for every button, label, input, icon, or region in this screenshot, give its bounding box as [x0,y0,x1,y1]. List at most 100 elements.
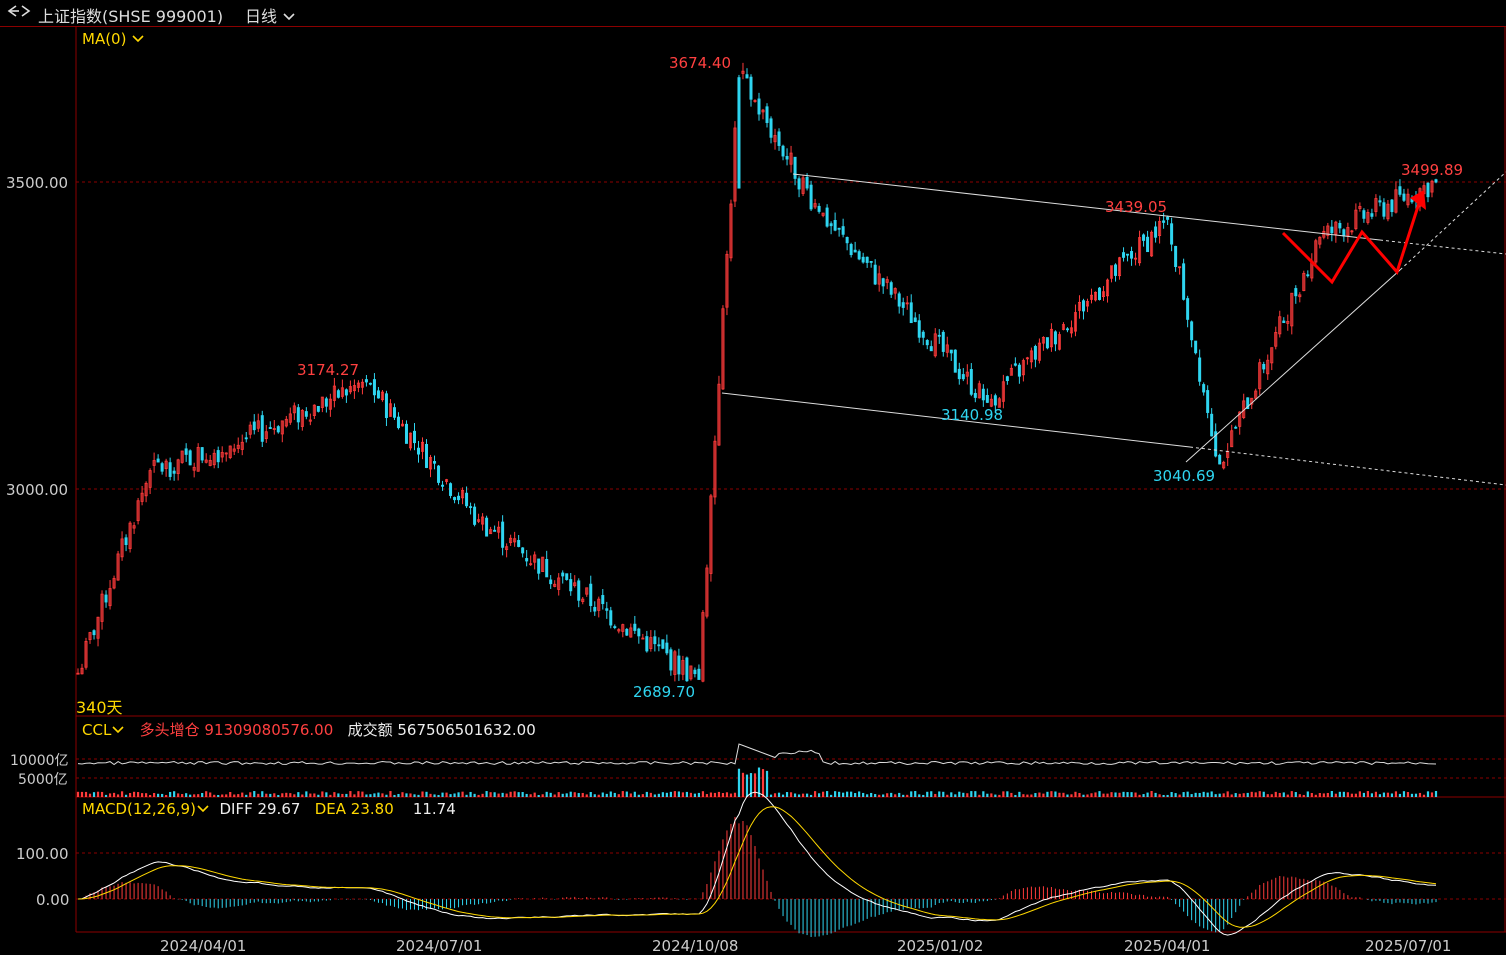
candle-body [204,459,208,463]
candle [1194,340,1198,355]
candle-body [1122,252,1126,258]
candle-body [873,264,877,285]
macd-name[interactable]: MACD(12,26,9) [82,800,210,818]
ccl-bar [665,792,668,797]
ccl-bar [677,791,680,797]
ccl-bar [1090,793,1093,797]
ccl-bar [685,791,688,797]
ccl-bar [457,792,460,797]
candle [421,437,425,460]
ccl-bar [1270,794,1273,797]
candle-body [1158,221,1162,236]
ccl-bar [982,791,985,797]
ma-indicator[interactable]: MA(0) [82,30,145,48]
candle-body [1025,357,1029,360]
ccl-bar [878,794,881,797]
trend-lines [721,171,1506,486]
ccl-bar [1010,792,1013,797]
ccl-bar [1138,794,1141,797]
candle-body [392,407,396,418]
back-forward-icon[interactable] [6,2,32,24]
ccl-bar [1290,791,1293,797]
ccl-bar [493,792,496,797]
candle [697,664,701,680]
ccl-bar [497,793,500,797]
candle-body [1434,179,1438,183]
candle [801,175,805,196]
ccl-bar [193,794,196,797]
ccl-series [76,743,1438,797]
candle [453,496,457,504]
ccl-bar [906,794,909,797]
candle-body [697,668,701,680]
ccl-bar [1418,792,1422,797]
ccl-bar [994,794,997,797]
candle-body [989,398,993,407]
ccl-bar [1066,794,1069,797]
ccl-bar [1266,794,1269,797]
candle-body [136,500,140,522]
candle [921,330,925,346]
ccl-bar [777,792,781,797]
candle-body [577,580,581,601]
ccl-name-label: CCL [82,721,112,739]
candle [236,437,240,454]
ccl-bar [1350,793,1353,797]
candle [1266,354,1270,380]
ccl-bar [1206,792,1209,797]
candle-body [901,302,905,308]
candle [1190,320,1194,348]
candle [737,74,741,189]
candle-body [725,253,729,308]
ccl-bar [309,793,312,797]
macd-value: 11.74 [412,800,456,818]
candle-body [160,463,164,472]
ccl-bar [705,794,709,797]
ccl-bar [1314,794,1317,797]
ccl-bar [830,794,833,797]
ccl-bar [1054,791,1057,797]
candle-body [953,349,957,373]
ccl-bar [858,791,861,797]
candle [1130,246,1134,266]
candle-body [292,405,296,414]
candle [1354,203,1358,231]
candle [256,413,260,433]
instrument-title[interactable]: 上证指数(SHSE 999001) [38,7,224,26]
candle-body [829,223,833,227]
ccl-bar [649,792,652,797]
candle-body [1138,237,1142,264]
candle-body [256,420,260,429]
ccl-bar [601,792,604,797]
candle-body [1005,376,1009,382]
ccl-bar [1162,794,1165,797]
ccl-bar [801,793,805,797]
ccl-name[interactable]: CCL [82,721,125,739]
candle-body [993,395,997,406]
candle [589,575,593,613]
period-selector[interactable]: 日线 [245,3,296,27]
candle [1290,292,1294,335]
candle-body [721,308,725,390]
candle [605,601,609,619]
ccl-bar [834,791,837,797]
candle [925,339,929,350]
ccl-bar [353,794,356,797]
ccl-bar [689,792,693,797]
ccl-bar [946,794,949,797]
candle [192,462,196,478]
ccl-bar [1150,791,1153,797]
candle [312,404,316,420]
candle [941,330,945,357]
ccl-bar [1002,791,1005,797]
candle-body [429,457,433,470]
candle [416,440,421,463]
candle-body [340,387,344,397]
candle [1053,330,1057,352]
candle-body [1085,301,1089,307]
candle [148,468,152,494]
candle-body [969,369,973,395]
candle-body [633,623,637,631]
candle-body [100,593,104,622]
